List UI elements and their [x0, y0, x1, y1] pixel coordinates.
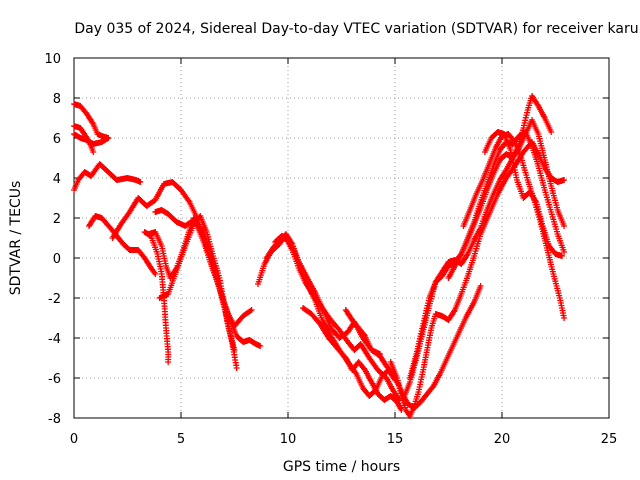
y-tick-label: 2: [53, 212, 61, 227]
series-track-21: [481, 129, 565, 259]
scatter-points-16: [387, 139, 568, 419]
scatter-points-10: [156, 213, 238, 353]
x-tick-label: 0: [70, 432, 78, 447]
y-tick-label: -6: [48, 372, 61, 387]
series-track-10: [156, 213, 238, 353]
plot-frame: [73, 57, 610, 419]
x-axis-label: GPS time / hours: [283, 459, 400, 475]
y-tick-label: 8: [53, 92, 61, 107]
scatter-points-5: [86, 213, 159, 277]
x-tick-label: 25: [601, 432, 618, 447]
y-axis-label: SDTVAR / TECUs: [8, 181, 24, 296]
tick-labels: 0 5 10 15 20 25 -8 -6 -4 -2 0 2 4 6 8 10: [44, 52, 617, 447]
series-track-4: [71, 161, 144, 193]
x-tick-label: 10: [280, 432, 297, 447]
x-tick-label: 5: [177, 432, 185, 447]
x-tick-label: 20: [494, 432, 511, 447]
series-track-14: [300, 305, 405, 413]
y-tick-label: 6: [53, 132, 61, 147]
x-tick-label: 15: [387, 432, 404, 447]
y-tick-label: -2: [48, 292, 61, 307]
chart-title: Day 035 of 2024, Sidereal Day-to-day VTE…: [74, 21, 638, 37]
scatter-points-4: [71, 161, 144, 193]
y-tick-label: 0: [53, 252, 61, 267]
y-tick-label: 4: [53, 172, 61, 187]
data-marks: [71, 93, 568, 419]
scatter-points-3: [71, 131, 112, 147]
scatter-points-21: [481, 129, 565, 259]
series-track-16: [387, 139, 568, 419]
series-track-5: [86, 213, 159, 277]
y-tick-label: -8: [48, 412, 61, 427]
y-tick-label: -4: [48, 332, 61, 347]
axis-ticks: [73, 57, 610, 419]
scatter-points-14: [300, 305, 405, 413]
y-tick-label: 10: [44, 52, 61, 67]
series-track-3: [71, 131, 112, 147]
